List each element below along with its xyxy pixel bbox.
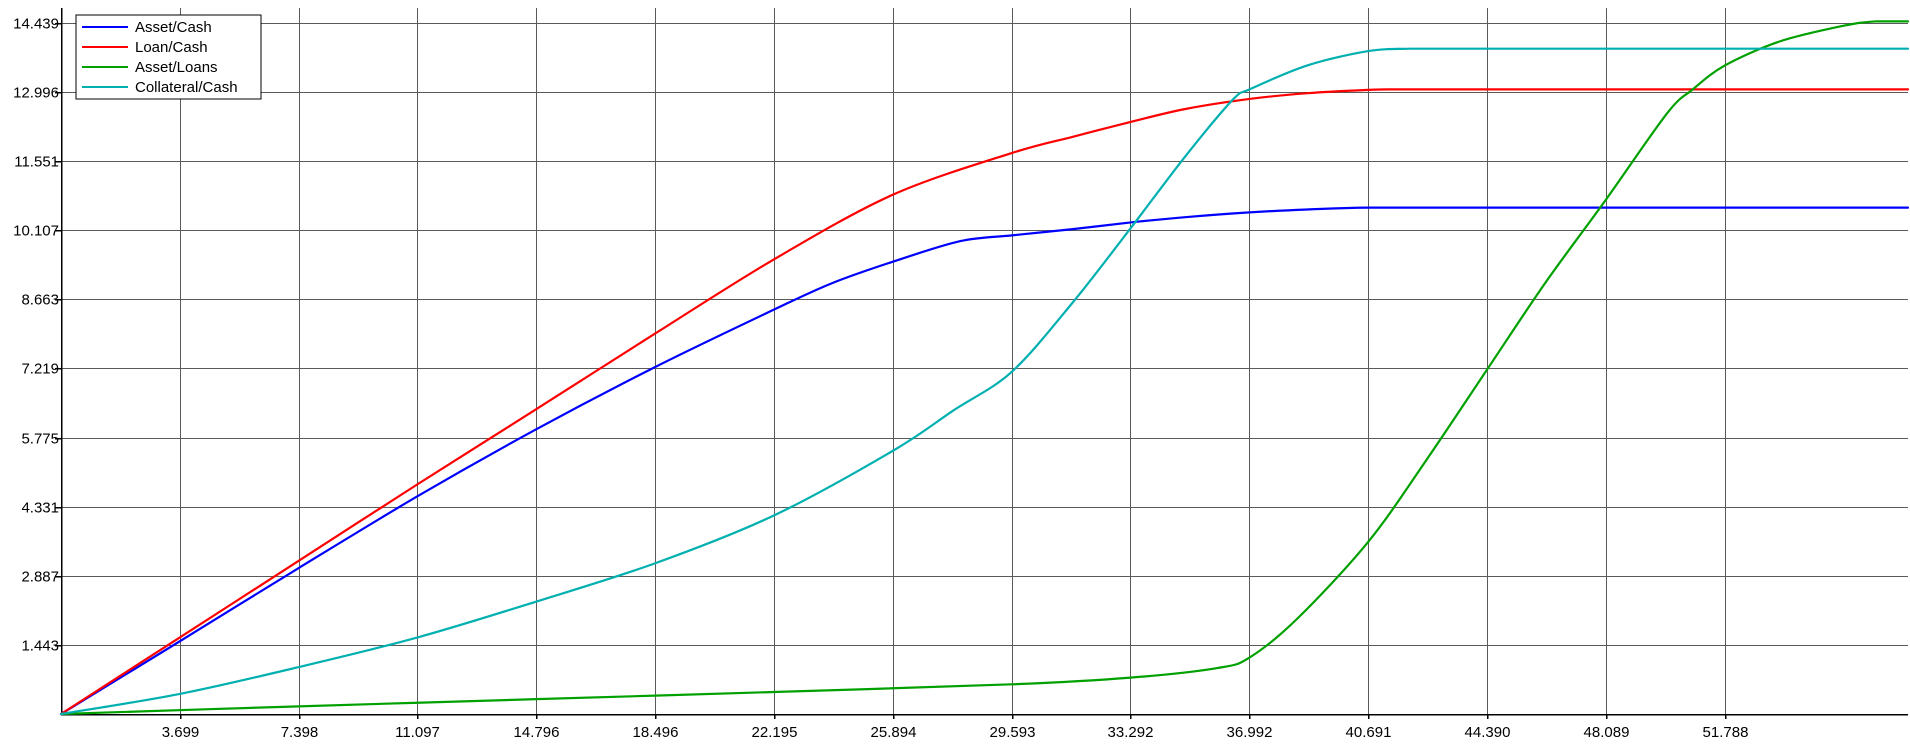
y-tick-label: 4.331 (21, 500, 59, 517)
legend-box (75, 14, 262, 100)
legend-label: Loan/Cash (135, 39, 208, 56)
series-line-asset-cash (59, 206, 1910, 716)
x-tick-label: 18.496 (633, 724, 679, 741)
tick-labels: 3.699 7.398 11.097 14.796 18.496 22.195 25.894… (13, 16, 1748, 742)
x-tick-label: 44.390 (1465, 724, 1511, 741)
series-line-loan-cash (59, 88, 1910, 716)
y-tick-label: 1.443 (21, 638, 59, 655)
legend-label: Asset/Loans (135, 59, 218, 76)
x-tick-label: 40.691 (1346, 724, 1392, 741)
grid-lines (61, 8, 1908, 714)
x-tick-label: 33.292 (1108, 724, 1154, 741)
x-tick-label: 14.796 (514, 724, 560, 741)
x-tick-label: 25.894 (871, 724, 917, 741)
y-tick-label: 14.439 (13, 16, 59, 33)
x-tick-label: 22.195 (752, 724, 798, 741)
legend-label: Collateral/Cash (135, 79, 238, 96)
y-tick-label: 5.775 (21, 431, 59, 448)
series-line-asset-loans (59, 20, 1910, 716)
axes (55, 8, 1908, 719)
x-tick-label: 3.699 (162, 724, 200, 741)
y-tick-label: 10.107 (13, 223, 59, 240)
x-tick-label: 48.089 (1584, 724, 1630, 741)
data-series (59, 20, 1910, 716)
series-line-collateral-cash (59, 47, 1910, 716)
y-tick-label: 2.887 (21, 569, 59, 586)
x-tick-label: 29.593 (990, 724, 1036, 741)
legend-label: Asset/Cash (135, 19, 212, 36)
legend: Asset/Cash Loan/Cash Asset/Loans Collateral… (75, 14, 262, 100)
x-tick-label: 11.097 (395, 724, 440, 741)
y-tick-label: 11.551 (14, 154, 59, 171)
x-tick-label: 51.788 (1703, 724, 1749, 741)
y-tick-label: 12.996 (13, 85, 59, 102)
y-tick-label: 7.219 (21, 361, 59, 378)
x-tick-label: 7.398 (281, 724, 319, 741)
x-tick-label: 36.992 (1227, 724, 1273, 741)
y-tick-label: 8.663 (21, 292, 59, 309)
